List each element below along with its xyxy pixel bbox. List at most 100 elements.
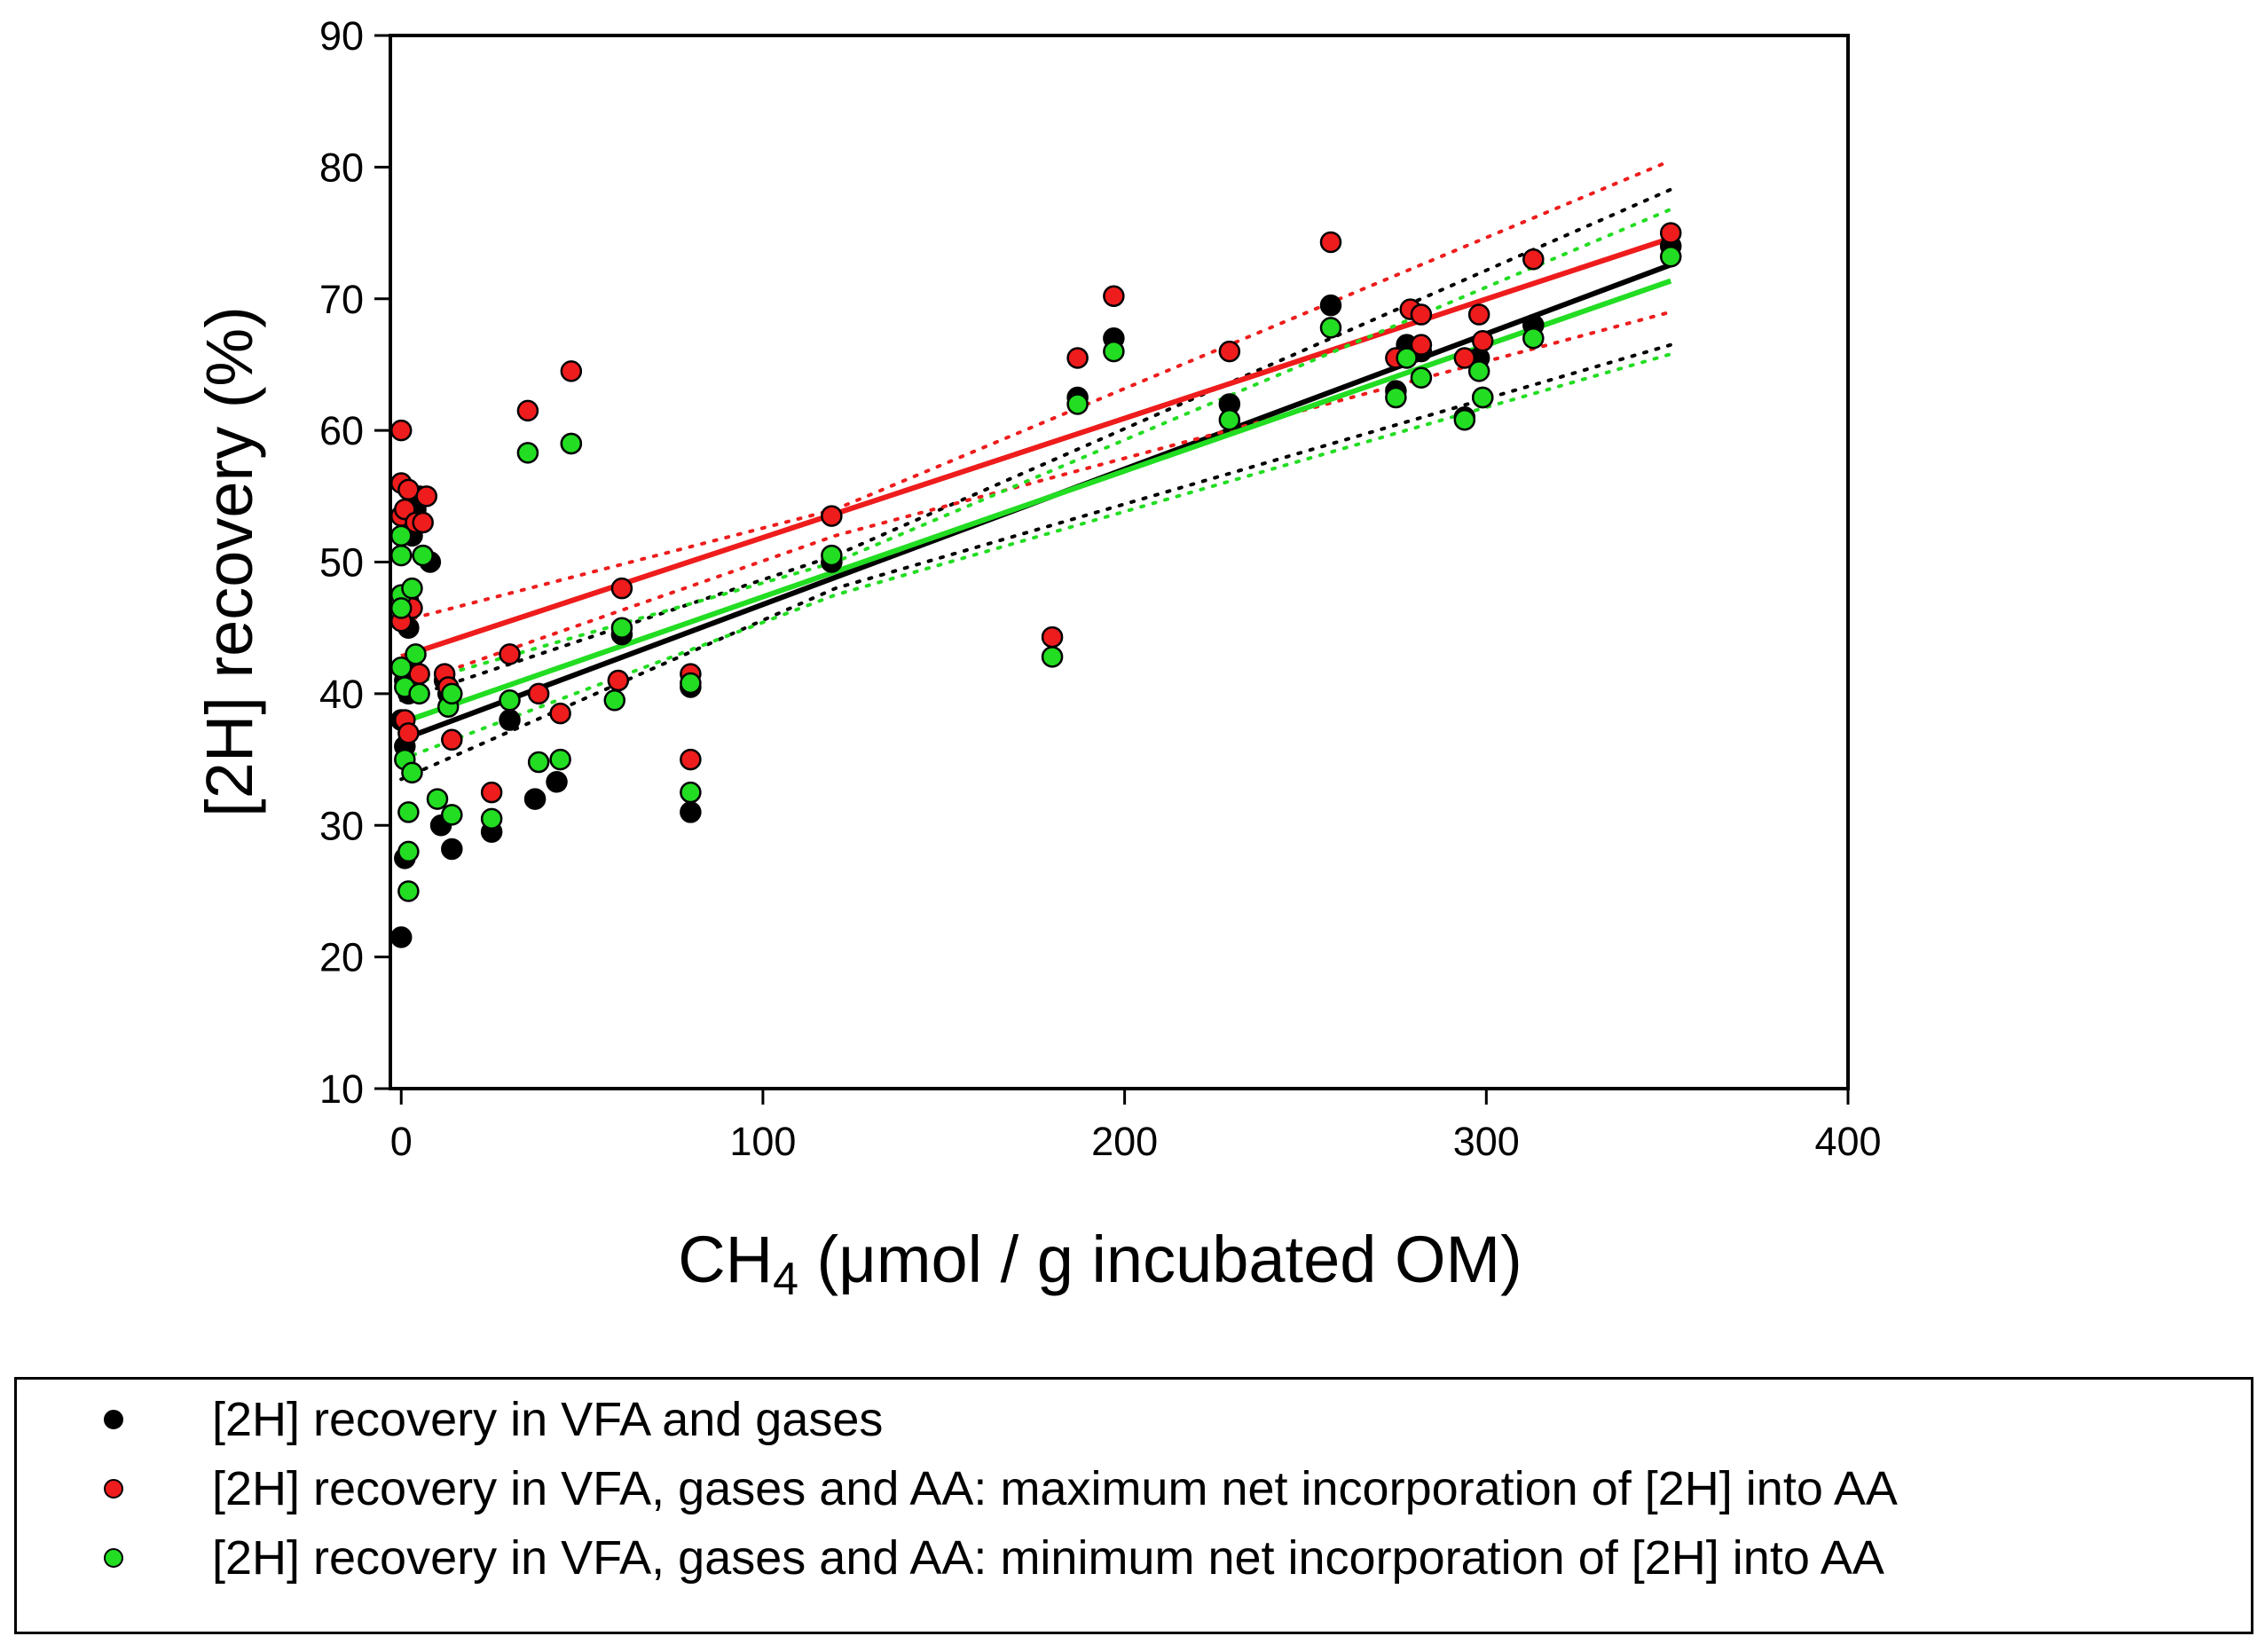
scatter-chart: 10 20 30 40 50 60 70 80 90 0 100 200 300 400 [2H] rec… bbox=[193, 13, 1882, 1305]
data-point-series-2 bbox=[1319, 317, 1342, 339]
data-point-series-1 bbox=[1066, 347, 1089, 369]
data-point-series-2 bbox=[1410, 366, 1433, 389]
data-point-series-2 bbox=[412, 544, 434, 567]
legend-label: [2H] recovery in VFA and gases bbox=[212, 1393, 884, 1446]
data-point-series-1 bbox=[499, 643, 521, 665]
data-point-series-1 bbox=[1041, 625, 1064, 649]
data-point-series-1 bbox=[389, 419, 413, 442]
regression-line-series-1 bbox=[400, 235, 1672, 660]
y-tick-label: 40 bbox=[319, 672, 364, 717]
data-point-series-2 bbox=[389, 597, 413, 619]
y-tick-label: 20 bbox=[319, 935, 364, 980]
data-point-series-2 bbox=[603, 689, 626, 712]
data-point-series-2 bbox=[1066, 393, 1089, 415]
data-point-series-1 bbox=[1467, 303, 1490, 326]
legend-label: [2H] recovery in VFA, gases and AA: mini… bbox=[212, 1531, 1884, 1585]
data-point-series-1 bbox=[1410, 303, 1433, 326]
y-tick-label: 10 bbox=[319, 1066, 364, 1112]
x-tick-label: 100 bbox=[729, 1119, 796, 1164]
y-tick-label: 80 bbox=[319, 145, 364, 190]
legend-item-max-incorporation: [2H] recovery in VFA, gases and AA: maxi… bbox=[104, 1458, 1898, 1520]
data-point-series-1 bbox=[1659, 222, 1682, 244]
data-point-series-2 bbox=[397, 801, 420, 823]
x-tick-label: 300 bbox=[1453, 1119, 1520, 1164]
data-point-series-2 bbox=[397, 840, 420, 863]
data-point-series-2 bbox=[1522, 327, 1545, 350]
plot-frame bbox=[389, 34, 1850, 1090]
data-point-series-1 bbox=[397, 722, 420, 744]
data-point-series-1 bbox=[441, 728, 463, 751]
data-point-series-2 bbox=[480, 807, 503, 830]
data-point-series-2 bbox=[1453, 409, 1476, 431]
legend-marker-black bbox=[104, 1410, 123, 1429]
data-point-series-2 bbox=[1659, 246, 1682, 268]
x-tick-label: 400 bbox=[1814, 1119, 1881, 1164]
data-point-series-2 bbox=[441, 682, 463, 705]
data-point-series-1 bbox=[560, 360, 583, 382]
data-point-series-0 bbox=[441, 838, 463, 861]
x-tick-label: 0 bbox=[390, 1119, 413, 1164]
data-point-series-1 bbox=[1410, 334, 1433, 356]
data-point-series-1 bbox=[397, 478, 420, 501]
y-tick-label: 30 bbox=[319, 803, 364, 848]
data-point-series-1 bbox=[527, 682, 550, 705]
y-tick-label: 60 bbox=[319, 408, 364, 453]
legend: [2H] recovery in VFA and gases [2H] reco… bbox=[14, 1377, 2253, 1634]
legend-label: [2H] recovery in VFA, gases and AA: maxi… bbox=[212, 1462, 1898, 1515]
data-point-series-2 bbox=[1103, 340, 1125, 363]
data-point-series-1 bbox=[610, 577, 633, 600]
data-point-series-1 bbox=[1453, 347, 1476, 369]
data-point-series-2 bbox=[1385, 386, 1407, 409]
confidence-band-lower-series-2 bbox=[399, 352, 1673, 762]
data-point-series-2 bbox=[527, 751, 550, 774]
data-point-series-0 bbox=[1319, 294, 1342, 317]
data-point-series-1 bbox=[680, 748, 702, 771]
data-point-series-1 bbox=[1319, 231, 1342, 254]
data-point-series-2 bbox=[680, 781, 702, 804]
data-point-series-2 bbox=[1396, 347, 1418, 369]
data-point-series-2 bbox=[516, 442, 539, 464]
data-point-series-1 bbox=[607, 669, 630, 692]
data-point-series-1 bbox=[1471, 329, 1494, 352]
y-tick-label: 70 bbox=[319, 277, 364, 322]
confidence-band-lower-series-0 bbox=[399, 342, 1673, 782]
legend-marker-red bbox=[104, 1479, 123, 1499]
data-point-series-1 bbox=[415, 485, 438, 507]
data-point-series-1 bbox=[480, 781, 503, 804]
data-point-series-2 bbox=[389, 544, 413, 567]
data-point-series-2 bbox=[499, 689, 521, 712]
data-point-series-2 bbox=[549, 748, 571, 771]
data-point-series-2 bbox=[408, 682, 430, 705]
y-tick-label: 90 bbox=[319, 13, 364, 59]
data-point-series-0 bbox=[546, 771, 568, 793]
data-point-series-2 bbox=[1467, 360, 1490, 382]
y-axis-title: [2H] recovery (%) bbox=[193, 306, 266, 817]
data-point-series-1 bbox=[1522, 248, 1545, 271]
data-point-series-1 bbox=[1103, 285, 1125, 308]
legend-item-vfa-gases: [2H] recovery in VFA and gases bbox=[104, 1388, 884, 1451]
data-point-series-2 bbox=[680, 672, 702, 695]
confidence-band-lower-series-1 bbox=[399, 310, 1673, 689]
x-axis-title-subscript: 4 bbox=[773, 1254, 798, 1305]
axis-ticks-layer: 10 20 30 40 50 60 70 80 90 0 100 200 300 400 bbox=[319, 13, 1882, 1164]
data-points-layer bbox=[389, 222, 1682, 948]
data-point-series-2 bbox=[1218, 409, 1241, 431]
x-axis-title-main: CH bbox=[678, 1223, 773, 1296]
data-point-series-2 bbox=[441, 804, 463, 826]
data-point-series-2 bbox=[401, 577, 423, 600]
data-point-series-1 bbox=[1218, 340, 1241, 363]
data-point-series-2 bbox=[821, 544, 843, 567]
data-point-series-2 bbox=[610, 617, 633, 639]
data-point-series-2 bbox=[1471, 386, 1494, 409]
data-point-series-1 bbox=[412, 511, 434, 534]
data-point-series-2 bbox=[389, 524, 413, 547]
data-point-series-2 bbox=[426, 788, 449, 810]
data-point-series-1 bbox=[549, 702, 571, 725]
data-point-series-1 bbox=[821, 505, 843, 527]
data-point-series-0 bbox=[499, 709, 521, 731]
confidence-band-upper-series-0 bbox=[399, 187, 1673, 703]
x-axis-title-rest: (μmol / g incubated OM) bbox=[798, 1223, 1522, 1296]
data-point-series-2 bbox=[397, 880, 420, 902]
data-point-series-1 bbox=[516, 399, 539, 422]
data-point-series-2 bbox=[560, 432, 583, 455]
